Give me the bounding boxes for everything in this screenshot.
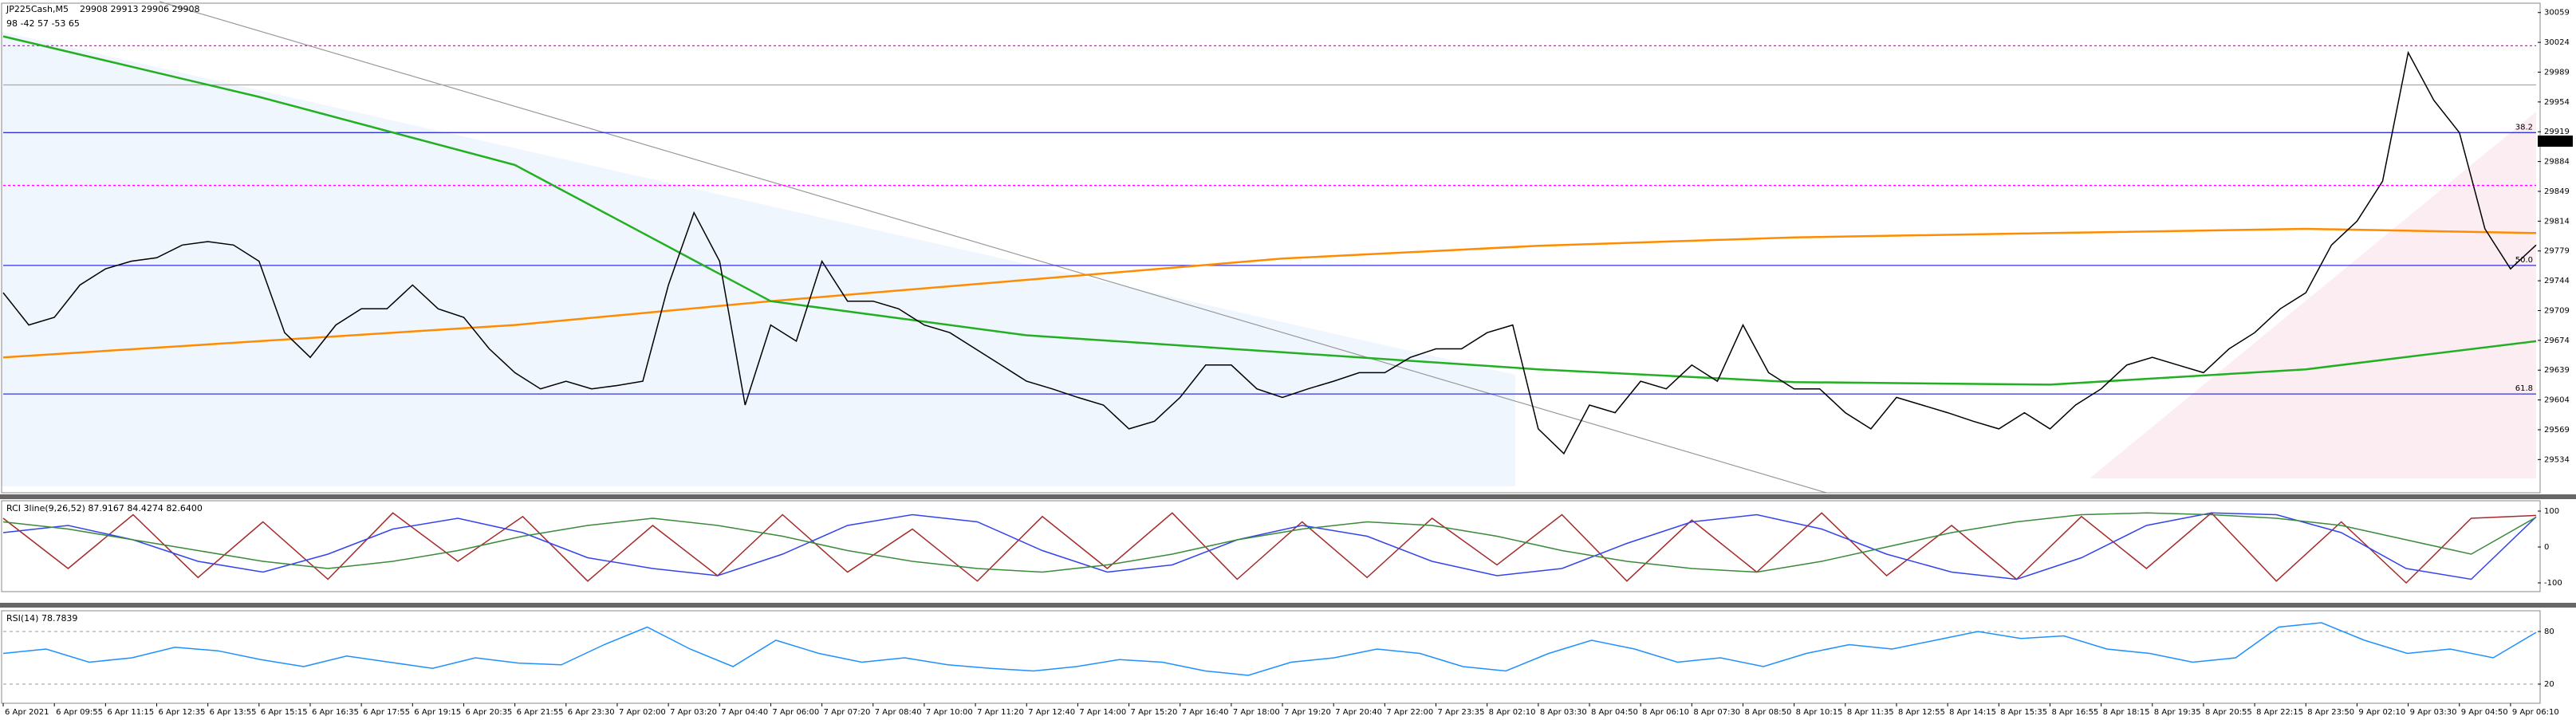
x-tick-label: 8 Apr 03:30 — [1540, 708, 1587, 717]
y-tick-label: -100 — [2544, 579, 2562, 588]
level-label: 38.2 — [2515, 123, 2533, 132]
y-tick-label: 29814 — [2544, 217, 2570, 226]
x-tick-label: 7 Apr 11:20 — [977, 708, 1024, 717]
level-label: 61.8 — [2515, 384, 2533, 393]
x-tick-label: 8 Apr 08:50 — [1744, 708, 1791, 717]
x-tick-label: 7 Apr 02:00 — [619, 708, 666, 717]
series-line — [2, 50, 2537, 455]
y-tick-label: 30024 — [2544, 38, 2570, 47]
y-tick-label: 80 — [2544, 628, 2554, 636]
x-tick-label: 7 Apr 15:20 — [1131, 708, 1178, 717]
x-tick-label: 7 Apr 07:20 — [824, 708, 871, 717]
y-tick-label: 29569 — [2544, 426, 2570, 435]
x-tick-label: 8 Apr 10:15 — [1796, 708, 1843, 717]
y-tick-label: 29849 — [2544, 187, 2570, 196]
info-line: 98 -42 57 -53 65 — [6, 18, 80, 29]
x-tick-label: 6 Apr 17:55 — [363, 708, 410, 717]
x-tick-label: 8 Apr 22:15 — [2256, 708, 2303, 717]
y-tick-label: 29744 — [2544, 277, 2570, 285]
x-tick-label: 8 Apr 18:15 — [2103, 708, 2150, 717]
x-tick-label: 8 Apr 14:15 — [1949, 708, 1996, 717]
pane-title: RCI 3line(9,26,52) 87.9167 84.4274 82.64… — [6, 503, 203, 513]
x-tick-label: 6 Apr 16:35 — [312, 708, 359, 717]
symbol-title: JP225Cash,M5 — [6, 4, 69, 14]
y-tick-label: 29989 — [2544, 68, 2570, 77]
x-tick-label: 8 Apr 20:55 — [2205, 708, 2252, 717]
y-tick-label: 29604 — [2544, 396, 2570, 405]
x-tick-label: 6 Apr 21:55 — [517, 708, 564, 717]
trend-line — [159, 1, 1827, 494]
y-tick-label: 29954 — [2544, 98, 2570, 107]
x-tick-label: 8 Apr 16:55 — [2051, 708, 2098, 717]
pane-border — [1, 2, 2541, 494]
x-tick-label: 9 Apr 06:10 — [2512, 708, 2559, 717]
y-tick-label: 30059 — [2544, 9, 2570, 18]
x-tick-label: 6 Apr 2021 — [5, 708, 49, 717]
x-tick-label: 6 Apr 23:30 — [568, 708, 615, 717]
x-tick-label: 6 Apr 12:35 — [158, 708, 205, 717]
last-price-label: 29908 — [2544, 137, 2570, 146]
pane-title: RSI(14) 78.7839 — [6, 613, 77, 624]
x-tick-label: 8 Apr 23:50 — [2307, 708, 2354, 717]
pane-border — [1, 610, 2541, 704]
y-tick-label: 29534 — [2544, 455, 2570, 464]
x-tick-label: 7 Apr 04:40 — [721, 708, 768, 717]
pane-border — [1, 500, 2541, 592]
y-tick-label: 29779 — [2544, 247, 2570, 256]
level-label: 50.0 — [2515, 256, 2533, 265]
x-tick-label: 6 Apr 13:55 — [210, 708, 257, 717]
y-tick-label: 29709 — [2544, 306, 2570, 315]
x-tick-label: 9 Apr 02:10 — [2358, 708, 2405, 717]
x-tick-label: 8 Apr 15:35 — [2000, 708, 2047, 717]
x-tick-label: 6 Apr 19:15 — [414, 708, 461, 717]
x-tick-label: 8 Apr 19:35 — [2154, 708, 2201, 717]
x-tick-label: 7 Apr 14:00 — [1079, 708, 1126, 717]
series-line — [2, 512, 2537, 573]
pane-separator — [0, 494, 2576, 499]
x-tick-label: 6 Apr 15:15 — [261, 708, 308, 717]
x-tick-label: 8 Apr 04:50 — [1591, 708, 1638, 717]
x-tick-label: 7 Apr 12:40 — [1028, 708, 1075, 717]
x-tick-label: 7 Apr 19:20 — [1284, 708, 1331, 717]
pane-separator — [0, 603, 2576, 608]
last-price-box — [2538, 135, 2573, 147]
y-tick-label: 29674 — [2544, 336, 2570, 345]
x-tick-label: 8 Apr 07:30 — [1693, 708, 1740, 717]
series-line — [2, 512, 2537, 584]
x-tick-label: 7 Apr 08:40 — [875, 708, 922, 717]
x-tick-label: 9 Apr 03:30 — [2410, 708, 2457, 717]
x-tick-label: 8 Apr 06:10 — [1642, 708, 1689, 717]
x-tick-label: 7 Apr 18:00 — [1233, 708, 1280, 717]
x-tick-label: 6 Apr 20:35 — [465, 708, 512, 717]
y-tick-label: 0 — [2544, 543, 2549, 552]
series-line — [2, 512, 2537, 580]
x-tick-label: 7 Apr 16:40 — [1182, 708, 1229, 717]
x-tick-label: 6 Apr 11:15 — [107, 708, 154, 717]
x-tick-label: 6 Apr 09:55 — [56, 708, 103, 717]
x-tick-label: 8 Apr 12:55 — [1898, 708, 1945, 717]
moving-average — [2, 227, 2537, 359]
x-tick-label: 7 Apr 20:40 — [1335, 708, 1382, 717]
y-tick-label: 100 — [2544, 507, 2559, 516]
x-tick-label: 7 Apr 10:00 — [926, 708, 973, 717]
y-tick-label: 29919 — [2544, 128, 2570, 136]
ohlc-text: 29908 29913 29906 29908 — [80, 4, 199, 14]
series-line — [2, 622, 2537, 676]
x-tick-label: 7 Apr 22:00 — [1386, 708, 1433, 717]
y-tick-label: 29884 — [2544, 158, 2570, 167]
moving-average — [2, 35, 2537, 386]
x-tick-label: 8 Apr 11:35 — [1847, 708, 1894, 717]
x-tick-label: 7 Apr 23:35 — [1438, 708, 1485, 717]
y-tick-label: 20 — [2544, 680, 2554, 689]
x-tick-label: 7 Apr 06:00 — [772, 708, 819, 717]
x-tick-label: 9 Apr 04:50 — [2461, 708, 2508, 717]
y-tick-label: 29639 — [2544, 366, 2570, 375]
x-tick-label: 7 Apr 03:20 — [670, 708, 717, 717]
shaded-zone — [2090, 112, 2536, 478]
x-tick-label: 8 Apr 02:10 — [1489, 708, 1536, 717]
shaded-zone — [2, 32, 1515, 486]
